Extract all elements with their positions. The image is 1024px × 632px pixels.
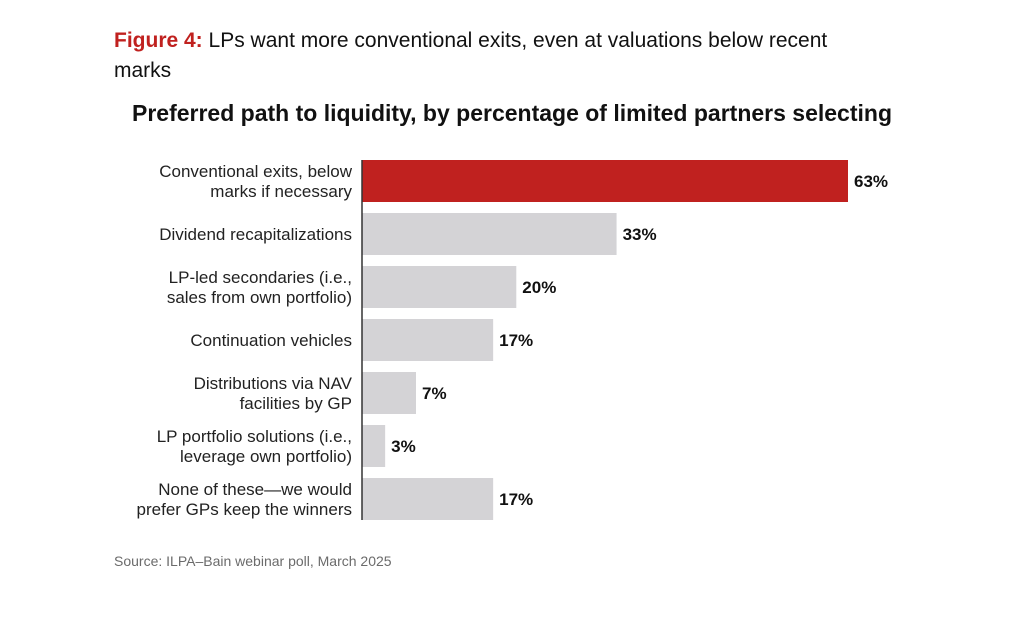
category-label: sales from own portfolio)	[167, 288, 352, 307]
source-note: Source: ILPA–Bain webinar poll, March 20…	[114, 553, 392, 569]
category-label: leverage own portfolio)	[180, 447, 352, 466]
category-label: LP-led secondaries (i.e.,	[169, 268, 352, 287]
category-label: prefer GPs keep the winners	[137, 500, 352, 519]
bar	[362, 319, 494, 361]
category-label: LP portfolio solutions (i.e.,	[157, 427, 352, 446]
bar	[362, 213, 617, 255]
category-label: Continuation vehicles	[190, 331, 352, 350]
figure-label: Figure 4:	[114, 29, 203, 52]
bar	[362, 425, 386, 467]
data-label: 17%	[499, 490, 533, 509]
chart-title: Preferred path to liquidity, by percenta…	[131, 100, 892, 126]
data-label: 17%	[499, 331, 533, 350]
data-label: 63%	[854, 172, 888, 191]
data-label: 7%	[422, 384, 447, 403]
category-label: facilities by GP	[240, 394, 352, 413]
figure-caption: Figure 4: LPs want more conventional exi…	[114, 26, 834, 86]
bar	[362, 372, 416, 414]
figure-caption-text: LPs want more conventional exits, even a…	[114, 29, 828, 82]
category-label: Distributions via NAV	[194, 374, 353, 393]
category-label: Dividend recapitalizations	[159, 225, 352, 244]
category-label: None of these—we would	[158, 480, 352, 499]
category-label: marks if necessary	[210, 182, 352, 201]
data-label: 20%	[522, 278, 556, 297]
bar	[362, 478, 494, 520]
category-label: Conventional exits, below	[159, 162, 353, 181]
data-label: 33%	[623, 225, 657, 244]
data-label: 3%	[391, 437, 416, 456]
bar	[362, 266, 517, 308]
bar	[362, 160, 848, 202]
